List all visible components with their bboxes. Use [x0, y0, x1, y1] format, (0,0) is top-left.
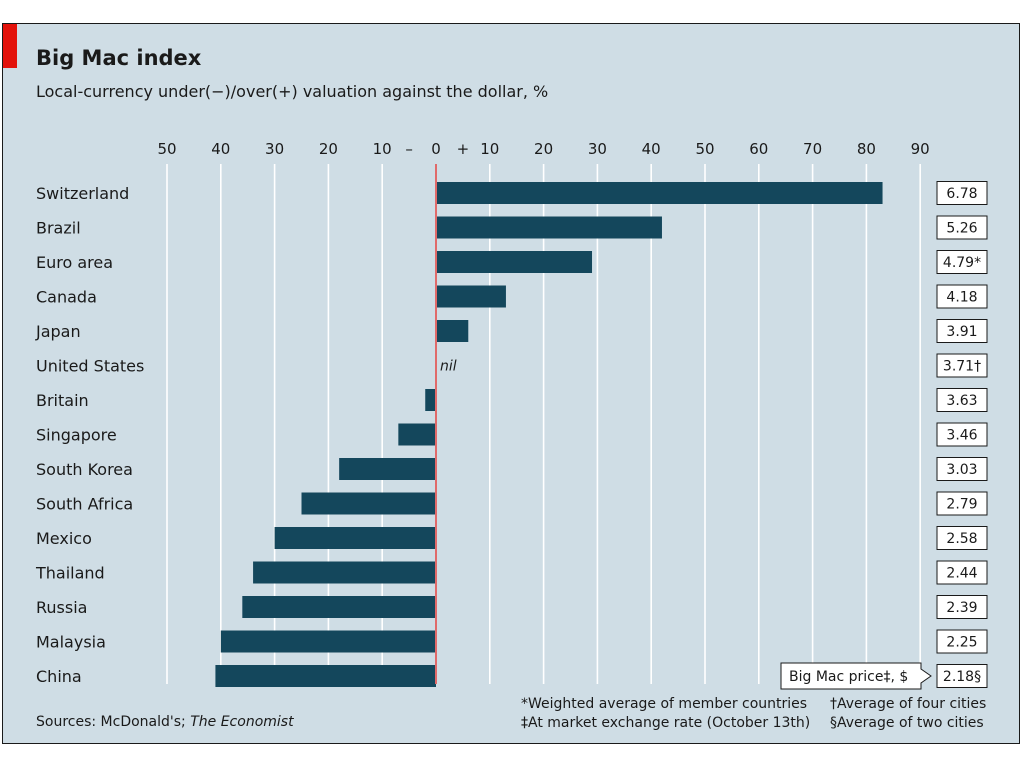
x-tick-label: 50 — [695, 140, 714, 158]
country-label: South Africa — [36, 495, 133, 514]
country-label: Japan — [35, 322, 81, 341]
footnote-two-cities: §Average of two cities — [830, 715, 984, 731]
price-box — [936, 491, 988, 516]
price-value: 6.78 — [946, 186, 977, 202]
price-box — [936, 629, 988, 654]
footnote-weighted: *Weighted average of member countries — [521, 696, 808, 712]
price-box — [936, 560, 988, 585]
country-label: United States — [36, 357, 144, 376]
price-value: 3.71† — [943, 359, 981, 375]
x-tick-label: 20 — [534, 140, 553, 158]
country-label: China — [36, 667, 82, 686]
country-label: Singapore — [36, 426, 117, 445]
country-label: Canada — [36, 288, 97, 307]
country-label: Euro area — [36, 253, 113, 272]
price-value: 2.39 — [946, 600, 977, 616]
price-value: 2.44 — [946, 566, 977, 582]
price-box — [936, 664, 988, 688]
price-box — [936, 422, 988, 447]
country-label: Mexico — [36, 529, 92, 548]
price-value: 3.46 — [946, 428, 977, 444]
price-value: 4.18 — [946, 290, 977, 306]
price-value: 2.25 — [946, 635, 977, 651]
price-value: 3.03 — [946, 462, 977, 478]
country-label: Thailand — [35, 564, 105, 583]
bar — [436, 285, 506, 308]
price-box — [936, 595, 988, 619]
bar — [301, 492, 436, 515]
x-tick-label: 40 — [642, 140, 661, 158]
bar — [242, 596, 436, 618]
price-value: 3.63 — [946, 393, 977, 409]
price-value: 2.18§ — [943, 669, 981, 685]
country-label: Brazil — [36, 219, 81, 238]
country-label: Russia — [36, 598, 87, 617]
bar — [436, 182, 883, 204]
country-label: Britain — [36, 391, 89, 410]
price-boxes: 6.78 5.26 4.79* 4.18 3.91 3.71† 3.63 3.46 3.03 2.… — [936, 181, 988, 688]
country-label: Switzerland — [36, 184, 129, 203]
x-tick-label: 0 — [431, 140, 441, 158]
x-tick-label: 10 — [373, 140, 392, 158]
chart-panel: Big Mac index Local-currency under(−)/ov… — [2, 23, 1020, 744]
bar — [339, 458, 436, 480]
bars — [215, 182, 883, 687]
bar — [436, 320, 469, 342]
price-box — [936, 353, 988, 378]
bar — [436, 216, 662, 239]
sources-prefix: Sources: McDonald's; — [36, 714, 191, 730]
x-tick-labels: 50 40 30 20 10 0 10 20 30 40 50 60 70 80 90 — [157, 140, 929, 158]
country-label: Malaysia — [36, 633, 106, 652]
plus-sign: + — [457, 140, 470, 158]
x-tick-label: 90 — [911, 140, 930, 158]
x-tick-label: 20 — [319, 140, 338, 158]
footnote-four-cities: †Average of four cities — [830, 696, 987, 712]
chart-title: Big Mac index — [36, 46, 202, 70]
x-tick-label: 40 — [211, 140, 230, 158]
price-box — [936, 284, 988, 309]
bar-chart: 50 40 30 20 10 0 10 20 30 40 50 60 70 80 90 Switzerlan… — [35, 140, 988, 690]
x-tick-label: 10 — [480, 140, 499, 158]
bar — [274, 527, 436, 549]
price-callout: Big Mac price‡, $ — [780, 662, 932, 690]
bar — [253, 561, 436, 584]
x-tick-label: 30 — [265, 140, 284, 158]
x-tick-label: 60 — [749, 140, 768, 158]
price-box — [936, 181, 988, 205]
nil-label: nil — [440, 359, 457, 375]
x-tick-label: 30 — [588, 140, 607, 158]
price-value: 2.58 — [946, 531, 977, 547]
bar — [436, 251, 593, 273]
country-labels: Switzerland Brazil Euro area Canada Japan Uni… — [35, 184, 144, 686]
price-value: 3.91 — [946, 324, 977, 340]
minus-sign: – — [405, 140, 413, 158]
price-value: 4.79* — [943, 255, 981, 271]
price-callout-label: Big Mac price‡, $ — [789, 669, 908, 685]
sources-italic: The Economist — [190, 714, 294, 730]
price-box — [936, 250, 988, 274]
x-tick-label: 80 — [857, 140, 876, 158]
bar — [220, 630, 436, 653]
price-value: 5.26 — [946, 221, 977, 237]
sources-note: Sources: McDonald's; The Economist — [36, 714, 294, 730]
footnote-exchange-rate: ‡At market exchange rate (October 13th) — [521, 715, 811, 731]
x-tick-label: 70 — [803, 140, 822, 158]
price-box — [936, 457, 988, 481]
bar — [398, 423, 436, 446]
country-label: South Korea — [36, 460, 133, 479]
price-box — [936, 526, 988, 550]
bar — [425, 389, 436, 411]
x-tick-label: 50 — [157, 140, 176, 158]
price-box — [936, 215, 988, 240]
brand-red-tab — [3, 24, 17, 68]
chart-subtitle: Local-currency under(−)/over(+) valuatio… — [36, 82, 549, 101]
price-box — [936, 319, 988, 343]
bar — [215, 665, 436, 687]
price-box — [936, 388, 988, 412]
price-value: 2.79 — [946, 497, 977, 513]
